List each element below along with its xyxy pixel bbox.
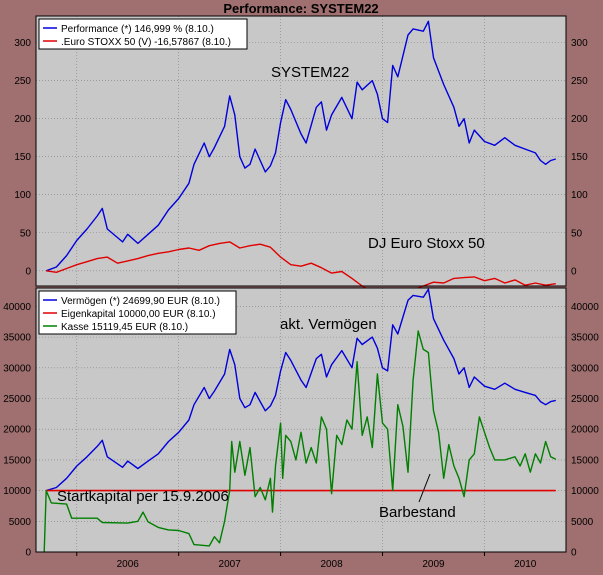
lower-y-tick-right: 5000 bbox=[571, 517, 594, 528]
lower-y-tick-left: 35000 bbox=[3, 333, 31, 344]
upper-y-tick-right: 50 bbox=[571, 228, 583, 239]
lower-y-tick-right: 40000 bbox=[571, 302, 599, 313]
lower-y-tick-right: 35000 bbox=[571, 333, 599, 344]
upper-y-tick-left: 0 bbox=[25, 266, 31, 277]
annotation-startkapital: Startkapital per 15.9.2006 bbox=[57, 488, 229, 505]
upper-y-tick-right: 250 bbox=[571, 76, 588, 87]
x-tick-label: 2008 bbox=[320, 559, 343, 570]
upper-y-tick-left: 150 bbox=[14, 152, 31, 163]
lower-y-tick-right: 0 bbox=[571, 548, 577, 559]
upper-y-tick-right: 300 bbox=[571, 38, 588, 49]
upper-y-tick-left: 250 bbox=[14, 76, 31, 87]
x-tick-label: 2009 bbox=[422, 559, 445, 570]
lower-frame bbox=[35, 287, 567, 553]
lower-y-tick-left: 25000 bbox=[3, 394, 31, 405]
legend-label-eigenkapital: Eigenkapital 10000,00 EUR (8.10.) bbox=[61, 309, 216, 320]
upper-y-tick-left: 100 bbox=[14, 190, 31, 201]
upper-y-tick-right: 200 bbox=[571, 114, 588, 125]
series-verm-gen bbox=[45, 288, 556, 492]
upper-y-tick-right: 100 bbox=[571, 190, 588, 201]
x-tick-label: 2006 bbox=[117, 559, 140, 570]
lower-y-tick-left: 5000 bbox=[9, 517, 32, 528]
lower-y-ticks: 0 0 5000 5000 10000 10000 15000 15000 20000 20000… bbox=[3, 302, 599, 559]
annotation-akt-vermoegen: akt. Vermögen bbox=[280, 316, 377, 333]
upper-y-tick-right: 150 bbox=[571, 152, 588, 163]
upper-y-tick-left: 300 bbox=[14, 38, 31, 49]
upper-y-tick-left: 200 bbox=[14, 114, 31, 125]
upper-y-tick-left: 50 bbox=[20, 228, 32, 239]
lower-y-tick-left: 0 bbox=[25, 548, 31, 559]
upper-legend: Performance (*) 146,999 % (8.10.) .Euro … bbox=[38, 18, 248, 50]
x-tick-label: 2007 bbox=[219, 559, 242, 570]
annotation-system22: SYSTEM22 bbox=[271, 64, 349, 81]
series-performance bbox=[45, 20, 556, 272]
legend-label-eurostoxx: .Euro STOXX 50 (V) -16,57867 (8.10.) bbox=[61, 37, 231, 48]
lower-y-tick-right: 15000 bbox=[571, 455, 599, 466]
lower-y-tick-right: 20000 bbox=[571, 425, 599, 436]
series-euro-stoxx-50 bbox=[46, 241, 556, 301]
lower-grid bbox=[36, 288, 566, 553]
x-tick-label: 2010 bbox=[514, 559, 537, 570]
upper-frame bbox=[35, 15, 567, 287]
annotation-euro-stoxx: DJ Euro Stoxx 50 bbox=[368, 235, 485, 252]
upper-plot-area bbox=[36, 16, 566, 286]
upper-series bbox=[45, 20, 556, 301]
lower-legend: Vermögen (*) 24699,90 EUR (8.10.) Eigenk… bbox=[38, 290, 237, 335]
barbestand-pointer bbox=[418, 473, 431, 503]
chart-title: Performance: SYSTEM22 bbox=[223, 1, 378, 16]
lower-y-tick-right: 10000 bbox=[571, 486, 599, 497]
lower-y-tick-left: 20000 bbox=[3, 425, 31, 436]
x-axis-ticks: 2006 2007 2008 2009 2010 bbox=[76, 552, 537, 570]
lower-series bbox=[43, 288, 557, 553]
series-kasse bbox=[43, 330, 557, 553]
lower-y-tick-left: 15000 bbox=[3, 455, 31, 466]
legend-label-kasse: Kasse 15119,45 EUR (8.10.) bbox=[61, 322, 188, 333]
lower-y-tick-left: 10000 bbox=[3, 486, 31, 497]
legend-label-vermoegen: Vermögen (*) 24699,90 EUR (8.10.) bbox=[61, 296, 220, 307]
upper-y-ticks: 0 0 50 50 100 100 150 150 200 200 250 250 300 300 bbox=[14, 38, 588, 277]
lower-y-tick-left: 30000 bbox=[3, 363, 31, 374]
upper-y-tick-right: 0 bbox=[571, 266, 577, 277]
annotation-barbestand: Barbestand bbox=[379, 504, 456, 521]
lower-y-tick-right: 30000 bbox=[571, 363, 599, 374]
lower-y-tick-left: 40000 bbox=[3, 302, 31, 313]
lower-y-tick-right: 25000 bbox=[571, 394, 599, 405]
legend-label-performance: Performance (*) 146,999 % (8.10.) bbox=[61, 24, 214, 35]
